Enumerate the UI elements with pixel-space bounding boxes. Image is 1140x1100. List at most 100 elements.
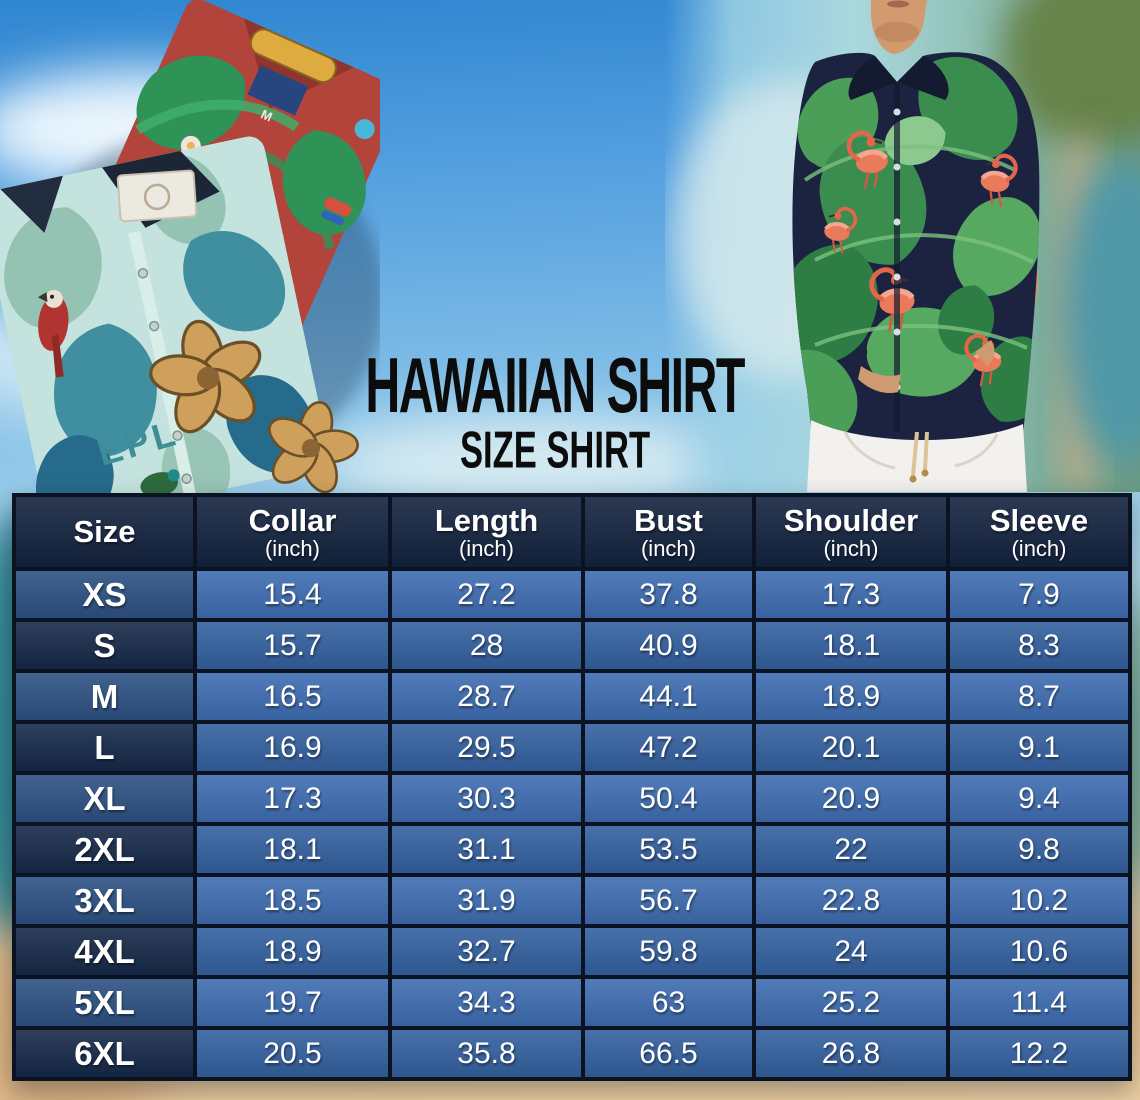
column-label: Shoulder: [783, 502, 919, 538]
column-header-collar: Collar (inch): [193, 493, 392, 571]
measurement-cell: 11.4: [946, 975, 1132, 1030]
measurement-cell: 16.5: [193, 669, 392, 724]
column-label: Size: [73, 514, 136, 550]
table-body: XS 15.4 27.2 37.8 17.3 7.9 S 15.7 28 40.9 18.1 8.3 M…: [12, 567, 1132, 1081]
measurement-cell: 29.5: [388, 720, 585, 775]
measurement-cell: 37.8: [581, 567, 756, 622]
column-header-bust: Bust (inch): [581, 493, 756, 571]
measurement-cell: 44.1: [581, 669, 756, 724]
measurement-cell: 31.1: [388, 822, 585, 877]
size-chart-table: Size Collar (inch) Length (inch) Bust (inch) Sh…: [12, 493, 1132, 1081]
measurement-cell: 9.4: [946, 771, 1132, 826]
green-bird: [140, 469, 180, 497]
column-unit: (inch): [823, 536, 879, 562]
measurement-cell: 9.8: [946, 822, 1132, 877]
measurement-cell: 16.9: [193, 720, 392, 775]
column-header-sleeve: Sleeve (inch): [946, 493, 1132, 571]
column-label: Sleeve: [989, 502, 1089, 538]
column-header-size: Size: [12, 493, 197, 571]
column-header-shoulder: Shoulder (inch): [752, 493, 950, 571]
column-header-length: Length (inch): [388, 493, 585, 571]
model-mouth: [887, 0, 909, 8]
measurement-cell: 32.7: [388, 924, 585, 979]
size-row-6xl: 6XL 20.5 35.8 66.5 26.8 12.2: [12, 1026, 1132, 1081]
heading-block: HAWAIIAN SHIRT SIZE SHIRT: [300, 342, 810, 479]
measurement-cell: 9.1: [946, 720, 1132, 775]
measurement-cell: 17.3: [752, 567, 950, 622]
size-label: 4XL: [12, 924, 197, 979]
size-label: S: [12, 618, 197, 673]
drawstring-bead: [909, 475, 917, 483]
size-label: L: [12, 720, 197, 775]
chest-pocket-label: [116, 169, 198, 223]
page-title: HAWAIIAN SHIRT: [365, 343, 746, 430]
measurement-cell: 7.9: [946, 567, 1132, 622]
measurement-cell: 12.2: [946, 1026, 1132, 1081]
size-row-s: S 15.7 28 40.9 18.1 8.3: [12, 618, 1132, 673]
column-label: Bust: [634, 502, 703, 538]
column-label: Length: [434, 502, 539, 538]
size-label: 2XL: [12, 822, 197, 877]
measurement-cell: 31.9: [388, 873, 585, 928]
drawstring: [911, 431, 929, 477]
measurement-cell: 50.4: [581, 771, 756, 826]
measurement-cell: 27.2: [388, 567, 585, 622]
measurement-cell: 34.3: [388, 975, 585, 1030]
measurement-cell: 15.7: [193, 618, 392, 673]
size-row-xl: XL 17.3 30.3 50.4 20.9 9.4: [12, 771, 1132, 826]
column-unit: (inch): [264, 536, 320, 562]
size-label: M: [12, 669, 197, 724]
size-label: XS: [12, 567, 197, 622]
measurement-cell: 18.1: [193, 822, 392, 877]
measurement-cell: 10.6: [946, 924, 1132, 979]
chin-shadow: [875, 22, 919, 42]
measurement-cell: 40.9: [581, 618, 756, 673]
measurement-cell: 26.8: [752, 1026, 950, 1081]
header-row: Size Collar (inch) Length (inch) Bust (inch) Sh…: [12, 493, 1132, 571]
measurement-cell: 30.3: [388, 771, 585, 826]
measurement-cell: 8.7: [946, 669, 1132, 724]
measurement-cell: 22: [752, 822, 950, 877]
measurement-cell: 22.8: [752, 873, 950, 928]
measurement-cell: 18.5: [193, 873, 392, 928]
size-row-2xl: 2XL 18.1 31.1 53.5 22 9.8: [12, 822, 1132, 877]
measurement-cell: 28: [388, 618, 585, 673]
size-row-4xl: 4XL 18.9 32.7 59.8 24 10.6: [12, 924, 1132, 979]
measurement-cell: 10.2: [946, 873, 1132, 928]
measurement-cell: 56.7: [581, 873, 756, 928]
page-subtitle: SIZE SHIRT: [459, 422, 651, 480]
measurement-cell: 19.7: [193, 975, 392, 1030]
measurement-cell: 28.7: [388, 669, 585, 724]
size-label: XL: [12, 771, 197, 826]
measurement-cell: 53.5: [581, 822, 756, 877]
measurement-cell: 8.3: [946, 618, 1132, 673]
drawstring-bead: [921, 469, 929, 477]
measurement-cell: 17.3: [193, 771, 392, 826]
model-left-hand: [975, 340, 995, 366]
measurement-cell: 18.1: [752, 618, 950, 673]
size-row-l: L 16.9 29.5 47.2 20.1 9.1: [12, 720, 1132, 775]
size-label: 5XL: [12, 975, 197, 1030]
measurement-cell: 66.5: [581, 1026, 756, 1081]
table-header: Size Collar (inch) Length (inch) Bust (inch) Sh…: [12, 493, 1132, 571]
teal-shirt-collar-flap: [0, 175, 63, 233]
measurement-cell: 47.2: [581, 720, 756, 775]
size-row-5xl: 5XL 19.7 34.3 63 25.2 11.4: [12, 975, 1132, 1030]
measurement-cell: 20.9: [752, 771, 950, 826]
measurement-cell: 20.5: [193, 1026, 392, 1081]
size-row-m: M 16.5 28.7 44.1 18.9 8.7: [12, 669, 1132, 724]
measurement-cell: 20.1: [752, 720, 950, 775]
column-label: Collar: [248, 502, 337, 538]
measurement-cell: 63: [581, 975, 756, 1030]
measurement-cell: 18.9: [193, 924, 392, 979]
measurement-cell: 35.8: [388, 1026, 585, 1081]
column-unit: (inch): [640, 536, 696, 562]
model-right-hand: [858, 366, 901, 394]
model-pants: [807, 420, 1027, 492]
measurement-cell: 59.8: [581, 924, 756, 979]
measurement-cell: 25.2: [752, 975, 950, 1030]
measurement-cell: 15.4: [193, 567, 392, 622]
pocket-seams: [843, 431, 999, 470]
button-placket: [894, 82, 900, 432]
